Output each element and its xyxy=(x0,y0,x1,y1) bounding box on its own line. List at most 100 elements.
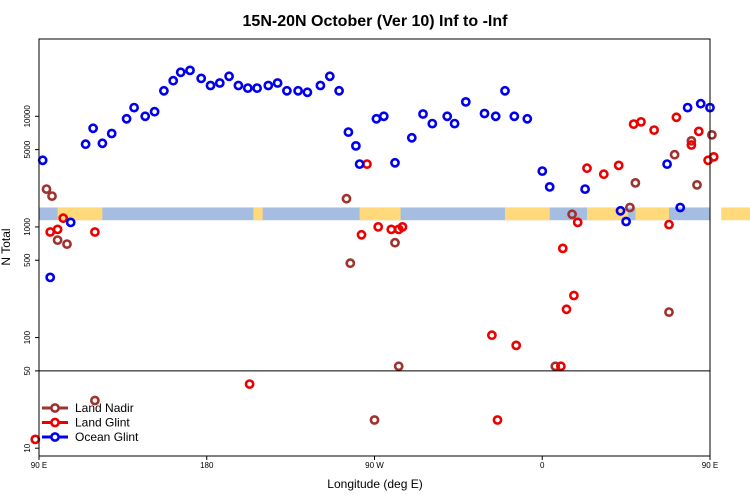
y-tick-label: 5000 xyxy=(23,140,32,158)
y-tick-label: 1000 xyxy=(23,217,32,235)
land-segment xyxy=(504,207,550,221)
ocean-glint-point xyxy=(460,97,471,107)
land-nadir-point xyxy=(707,129,717,140)
land-glint-point xyxy=(52,224,63,235)
ocean-glint-point xyxy=(80,139,91,150)
ocean-glint-point xyxy=(418,109,428,119)
land-glint-point xyxy=(30,434,41,445)
land-segment xyxy=(57,207,103,221)
ocean-glint-point xyxy=(140,111,151,122)
ocean-glint-point xyxy=(544,181,555,192)
land-glint-point xyxy=(511,340,522,351)
land-nadir-point xyxy=(62,239,72,249)
ocean-glint-point xyxy=(242,83,253,93)
ocean-glint-point xyxy=(406,132,417,143)
ocean-glint-point xyxy=(196,73,207,84)
ocean-glint-point xyxy=(537,166,548,176)
x-tick-label: 90 E xyxy=(702,461,718,470)
x-tick-label: 90 W xyxy=(365,461,384,470)
land-nadir-point xyxy=(669,149,680,160)
land-glint-point xyxy=(556,361,566,372)
land-glint-point xyxy=(671,112,682,123)
ocean-glint-point xyxy=(695,98,706,109)
land-glint-point xyxy=(636,117,646,127)
land-nadir-point xyxy=(630,177,641,188)
legend-label: Land Glint xyxy=(75,416,130,430)
chart-title: 15N-20N October (Ver 10) Inf to -Inf xyxy=(243,13,509,30)
ocean-glint-point xyxy=(293,85,303,96)
land-glint-point xyxy=(598,169,609,180)
ocean-glint-point xyxy=(580,184,590,194)
x-tick-label: 0 xyxy=(540,461,545,470)
ocean-glint-point xyxy=(479,108,490,119)
land-glint-point xyxy=(693,126,704,137)
y-tick-label: 50 xyxy=(23,366,32,375)
y-axis-label: N Total xyxy=(0,228,13,265)
land-glint-point xyxy=(356,229,367,240)
ocean-glint-point xyxy=(390,157,400,168)
legend-item-land-glint: Land Glint xyxy=(42,416,130,430)
x-tick-label: 180 xyxy=(200,461,214,470)
legend-item-ocean-glint: Ocean Glint xyxy=(42,430,139,444)
ocean-glint-point xyxy=(168,75,179,86)
land-nadir-point xyxy=(692,179,702,190)
ocean-glint-point xyxy=(45,272,56,283)
ocean-glint-point xyxy=(88,123,98,134)
y-tick-label: 10 xyxy=(23,443,32,452)
land-segment xyxy=(253,207,263,221)
land-glint-point xyxy=(492,415,503,425)
land-glint-point xyxy=(613,160,624,171)
ocean-glint-point xyxy=(315,80,326,91)
land-glint-point xyxy=(561,304,572,315)
land-glint-point xyxy=(649,125,659,136)
ocean-glint-point xyxy=(621,216,631,227)
x-tick-label: 90 E xyxy=(31,461,47,470)
ocean-glint-point xyxy=(158,85,169,96)
ocean-glint-point xyxy=(65,217,76,228)
land-nadir-point xyxy=(52,235,63,245)
legend-label: Ocean Glint xyxy=(75,430,139,444)
land-nadir-point xyxy=(625,202,635,213)
y-tick-label: 500 xyxy=(23,253,32,267)
legend-item-land-nadir: Land Nadir xyxy=(42,401,134,415)
y-tick-label: 10000 xyxy=(23,105,32,128)
land-nadir-point xyxy=(686,135,697,146)
ocean-glint-point xyxy=(185,65,195,76)
ocean-glint-point xyxy=(334,85,344,96)
ocean-glint-point xyxy=(354,159,365,169)
ocean-glint-point xyxy=(205,80,216,91)
ocean-glint-point xyxy=(37,155,48,166)
ocean-glint-point xyxy=(252,83,262,93)
ocean-glint-point xyxy=(175,67,186,78)
land-nadir-point xyxy=(390,237,400,248)
land-glint-point xyxy=(572,217,583,228)
land-nadir-point xyxy=(369,415,380,425)
land-glint-point xyxy=(557,243,568,254)
land-nadir-point xyxy=(550,361,561,372)
ocean-glint-point xyxy=(302,87,313,98)
ocean-glint-point xyxy=(350,140,361,151)
ocean-glint-point xyxy=(509,111,520,122)
land-glint-point xyxy=(90,227,100,237)
legend-label: Land Nadir xyxy=(75,401,134,415)
land-glint-point xyxy=(569,290,579,301)
land-segment xyxy=(359,207,401,221)
land-segment xyxy=(635,207,669,221)
ocean-glint-point xyxy=(522,113,533,124)
ocean-glint-point xyxy=(662,159,672,169)
ocean-glint-point xyxy=(97,138,108,149)
legend-marker xyxy=(50,403,60,413)
land-nadir-point xyxy=(41,184,52,194)
ocean-glint-point xyxy=(263,80,274,91)
y-axis-ticks: 10 50 100 500 1000 5000 10000 xyxy=(23,105,39,453)
ocean-glint-point xyxy=(324,71,335,82)
ocean-glint-point xyxy=(490,111,501,122)
ocean-glint-point xyxy=(129,102,139,113)
ocean-glint-point xyxy=(281,85,292,96)
ocean-glint-point xyxy=(449,118,460,129)
plot-frame xyxy=(38,38,711,457)
ocean-glint-point xyxy=(500,85,510,96)
land-nadir-point xyxy=(90,395,100,406)
